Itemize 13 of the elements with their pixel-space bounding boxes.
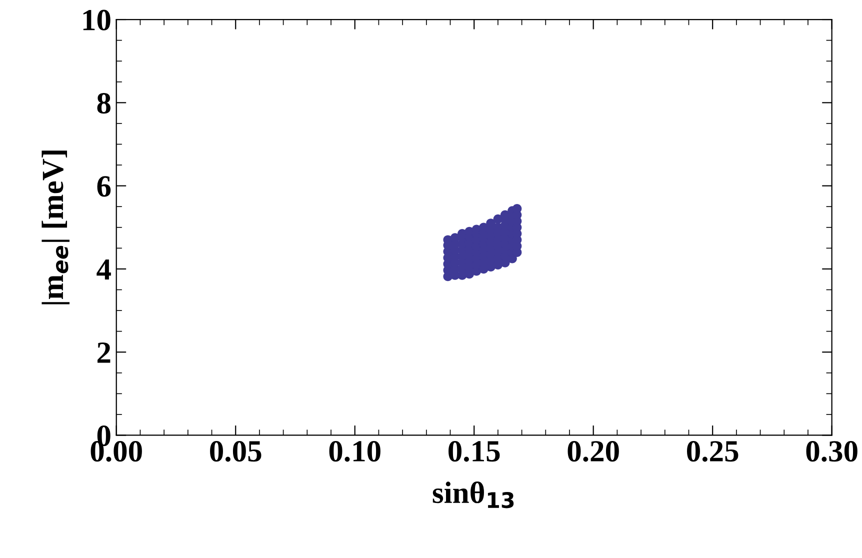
x-tick-label: 0.25 (687, 440, 738, 462)
y-tick-label: 4 (96, 259, 111, 280)
x-tick-label: 0.30 (806, 440, 858, 462)
x-tick-label: 0.15 (448, 440, 500, 462)
x-axis-title: sinθ$_{13}$ (432, 482, 514, 508)
x-tick-label: 0.05 (210, 440, 262, 462)
y-tick-label: 10 (83, 10, 110, 30)
y-axis-title: |m$_{ee}$| [meV] (42, 150, 70, 304)
y-tick-label: 6 (97, 176, 111, 197)
y-tick-label: 2 (98, 342, 110, 363)
x-tick-label: 0.20 (568, 440, 619, 462)
y-tick-label: 8 (97, 92, 110, 114)
x-tick-label: 0.10 (329, 440, 380, 462)
